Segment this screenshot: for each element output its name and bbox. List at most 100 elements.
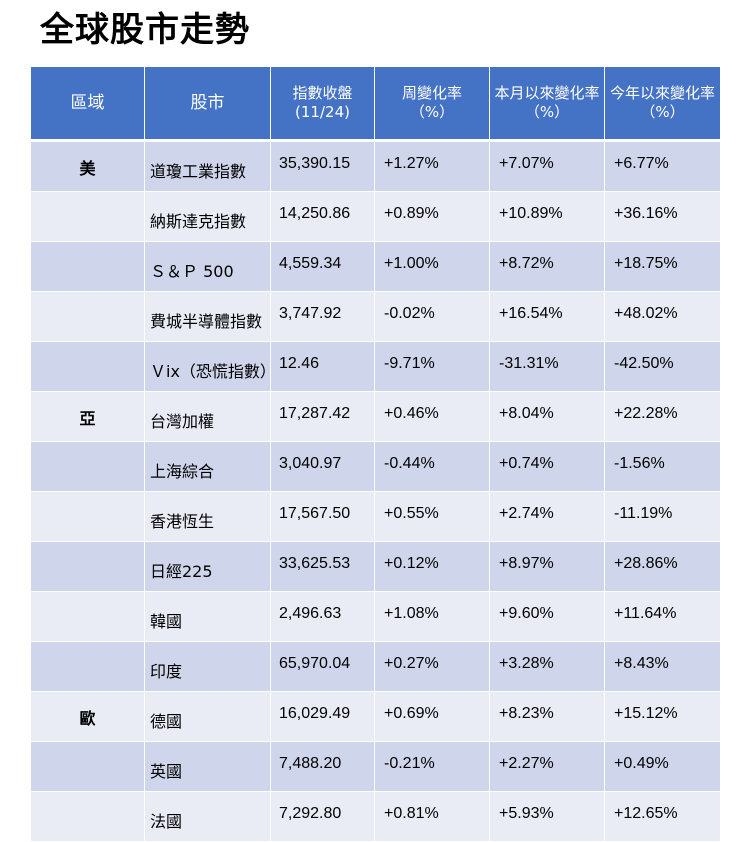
- year-to-date-change-cell: +28.86%: [604, 541, 721, 592]
- market-name-cell: 台灣加權: [144, 391, 271, 442]
- region-cell: 歐: [30, 691, 145, 742]
- market-name-cell: Ｓ＆Ｐ 500: [144, 241, 271, 292]
- month-to-date-change-cell: +3.28%: [489, 641, 605, 692]
- region-cell: [30, 541, 145, 592]
- market-name-cell: 納斯達克指數: [144, 191, 271, 242]
- header-ytd: 今年以來變化率 （%）: [604, 67, 721, 142]
- weekly-change-cell: -9.71%: [374, 341, 490, 392]
- year-to-date-change-cell: +15.12%: [604, 691, 721, 742]
- year-to-date-change-cell: +11.64%: [604, 591, 721, 642]
- table-row: 印度 65,970.04 +0.27% +3.28% +8.43%: [30, 641, 721, 692]
- index-close-cell: 35,390.15: [270, 140, 375, 192]
- year-to-date-change-cell: +0.49%: [604, 741, 721, 792]
- weekly-change-cell: +0.27%: [374, 641, 490, 692]
- weekly-change-cell: +0.81%: [374, 791, 490, 842]
- header-region: 區域: [30, 67, 145, 142]
- table-row: 韓國 2,496.63 +1.08% +9.60% +11.64%: [30, 591, 721, 642]
- region-cell: 美: [30, 140, 145, 192]
- weekly-change-cell: +0.46%: [374, 391, 490, 442]
- table-row: Ｓ＆Ｐ 500 4,559.34 +1.00% +8.72% +18.75%: [30, 241, 721, 292]
- year-to-date-change-cell: -42.50%: [604, 341, 721, 392]
- header-close-line1: 指數收盤: [292, 84, 353, 102]
- year-to-date-change-cell: +8.43%: [604, 641, 721, 692]
- weekly-change-cell: -0.02%: [374, 291, 490, 342]
- year-to-date-change-cell: +36.16%: [604, 191, 721, 242]
- region-cell: 亞: [30, 391, 145, 442]
- month-to-date-change-cell: +10.89%: [489, 191, 605, 242]
- month-to-date-change-cell: +8.97%: [489, 541, 605, 592]
- market-name-cell: Ｖix（恐慌指數）: [144, 341, 276, 392]
- header-week-line2: （%）: [409, 103, 455, 121]
- weekly-change-cell: +0.69%: [374, 691, 490, 742]
- index-close-cell: 7,488.20: [270, 741, 375, 792]
- index-close-cell: 17,567.50: [270, 491, 375, 542]
- month-to-date-change-cell: +2.27%: [489, 741, 605, 792]
- index-close-cell: 7,292.80: [270, 791, 375, 842]
- month-to-date-change-cell: -31.31%: [489, 341, 605, 392]
- index-close-cell: 3,747.92: [270, 291, 375, 342]
- weekly-change-cell: +0.89%: [374, 191, 490, 242]
- page-title: 全球股市走勢: [40, 10, 250, 50]
- header-month-line1: 本月以來變化率: [494, 84, 600, 102]
- header-month: 本月以來變化率 （%）: [489, 67, 605, 142]
- header-close-line2: (11/24): [295, 103, 350, 121]
- weekly-change-cell: +1.00%: [374, 241, 490, 292]
- year-to-date-change-cell: -11.19%: [604, 491, 721, 542]
- region-cell: [30, 441, 145, 492]
- index-close-cell: 17,287.42: [270, 391, 375, 442]
- table-header-row: 區域 股市 指數收盤 (11/24) 周變化率 （%） 本月以來變化率 （%） …: [30, 67, 721, 142]
- region-cell: [30, 641, 145, 692]
- header-ytd-line2: （%）: [640, 103, 685, 121]
- table-row: 亞台灣加權 17,287.42 +0.46% +8.04% +22.28%: [30, 391, 721, 442]
- table-row: 納斯達克指數 14,250.86 +0.89% +10.89% +36.16%: [30, 191, 721, 242]
- market-table: 區域 股市 指數收盤 (11/24) 周變化率 （%） 本月以來變化率 （%） …: [30, 67, 721, 842]
- year-to-date-change-cell: +22.28%: [604, 391, 721, 442]
- index-close-cell: 14,250.86: [270, 191, 375, 242]
- region-cell: [30, 741, 145, 792]
- weekly-change-cell: +0.55%: [374, 491, 490, 542]
- index-close-cell: 4,559.34: [270, 241, 375, 292]
- header-week: 周變化率 （%）: [374, 67, 490, 142]
- weekly-change-cell: +0.12%: [374, 541, 490, 592]
- market-name-cell: 英國: [144, 741, 271, 792]
- market-name-cell: 上海綜合: [144, 441, 271, 492]
- table-row: 英國 7,488.20 -0.21% +2.27% +0.49%: [30, 741, 721, 792]
- index-close-cell: 33,625.53: [270, 541, 375, 592]
- table-row: 歐德國 16,029.49 +0.69% +8.23% +15.12%: [30, 691, 721, 742]
- index-close-cell: 16,029.49: [270, 691, 375, 742]
- market-name-cell: 日經225: [144, 541, 271, 592]
- month-to-date-change-cell: +7.07%: [489, 140, 605, 192]
- region-cell: [30, 191, 145, 242]
- region-cell: [30, 291, 145, 342]
- weekly-change-cell: +1.08%: [374, 591, 490, 642]
- market-name-cell: 道瓊工業指數: [144, 140, 271, 192]
- weekly-change-cell: -0.21%: [374, 741, 490, 792]
- year-to-date-change-cell: +12.65%: [604, 791, 721, 842]
- month-to-date-change-cell: +8.23%: [489, 691, 605, 742]
- market-name-cell: 印度: [144, 641, 271, 692]
- month-to-date-change-cell: +16.54%: [489, 291, 605, 342]
- region-cell: [30, 241, 145, 292]
- month-to-date-change-cell: +0.74%: [489, 441, 605, 492]
- year-to-date-change-cell: -1.56%: [604, 441, 721, 492]
- market-name-cell: 香港恆生: [144, 491, 271, 542]
- market-name-cell: 德國: [144, 691, 271, 742]
- header-ytd-line1: 今年以來變化率: [609, 84, 715, 102]
- table-row: 上海綜合 3,040.97 -0.44% +0.74% -1.56%: [30, 441, 721, 492]
- market-name-cell: 費城半導體指數: [144, 291, 271, 342]
- region-cell: [30, 491, 145, 542]
- market-name-cell: 法國: [144, 791, 271, 842]
- table-row: 法國 7,292.80 +0.81% +5.93% +12.65%: [30, 791, 721, 842]
- month-to-date-change-cell: +5.93%: [489, 791, 605, 842]
- table-row: 費城半導體指數 3,747.92 -0.02% +16.54% +48.02%: [30, 291, 721, 342]
- month-to-date-change-cell: +8.72%: [489, 241, 605, 292]
- month-to-date-change-cell: +2.74%: [489, 491, 605, 542]
- header-market: 股市: [144, 67, 271, 142]
- table-row: Ｖix（恐慌指數） 12.46 -9.71% -31.31% -42.50%: [30, 341, 721, 392]
- index-close-cell: 3,040.97: [270, 441, 375, 492]
- month-to-date-change-cell: +9.60%: [489, 591, 605, 642]
- table-row: 日經225 33,625.53 +0.12% +8.97% +28.86%: [30, 541, 721, 592]
- weekly-change-cell: -0.44%: [374, 441, 490, 492]
- table-row: 香港恆生 17,567.50 +0.55% +2.74% -11.19%: [30, 491, 721, 542]
- header-month-line2: （%）: [524, 103, 570, 121]
